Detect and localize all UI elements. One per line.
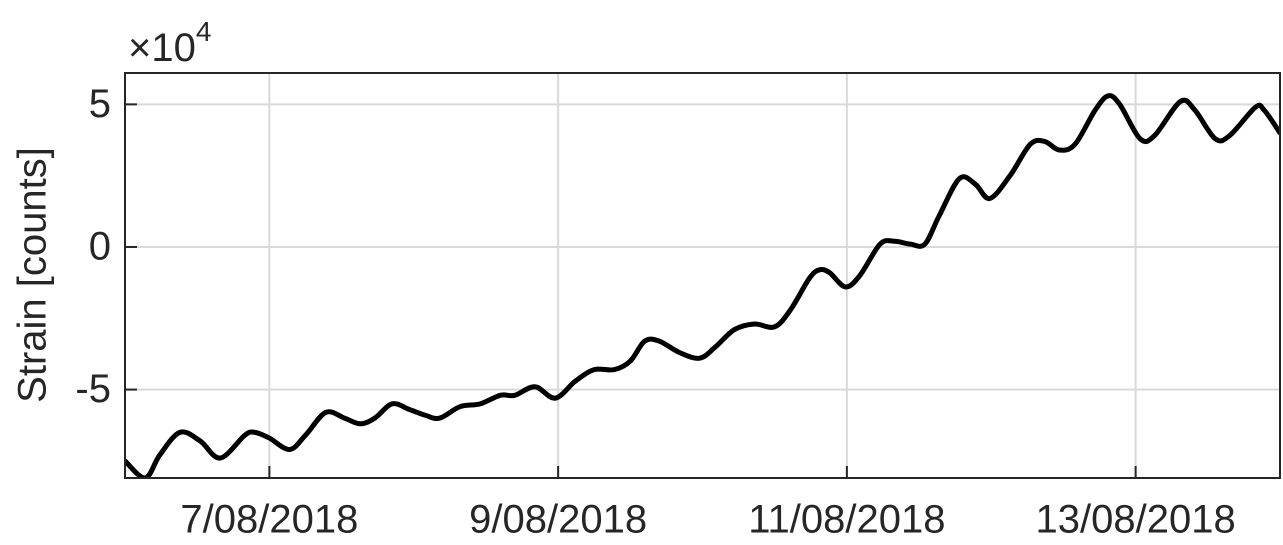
y-multiplier-exponent: 4 (196, 16, 212, 47)
y-tick-label: -5 (75, 367, 111, 411)
x-tick-label: 11/08/2018 (748, 498, 945, 542)
y-multiplier-base: ×10 (128, 26, 196, 70)
plot-frame (124, 72, 1281, 479)
y-axis-label: Strain [counts] (11, 147, 55, 403)
x-tick-label: 9/08/2018 (469, 498, 647, 542)
y-multiplier: ×104 (128, 16, 211, 69)
x-tick-label: 7/08/2018 (180, 498, 358, 542)
y-tick-label: 5 (89, 82, 111, 126)
data-line (125, 93, 1280, 478)
y-tick-label: 0 (89, 225, 111, 269)
x-tick-label: 13/08/2018 (1036, 498, 1236, 542)
